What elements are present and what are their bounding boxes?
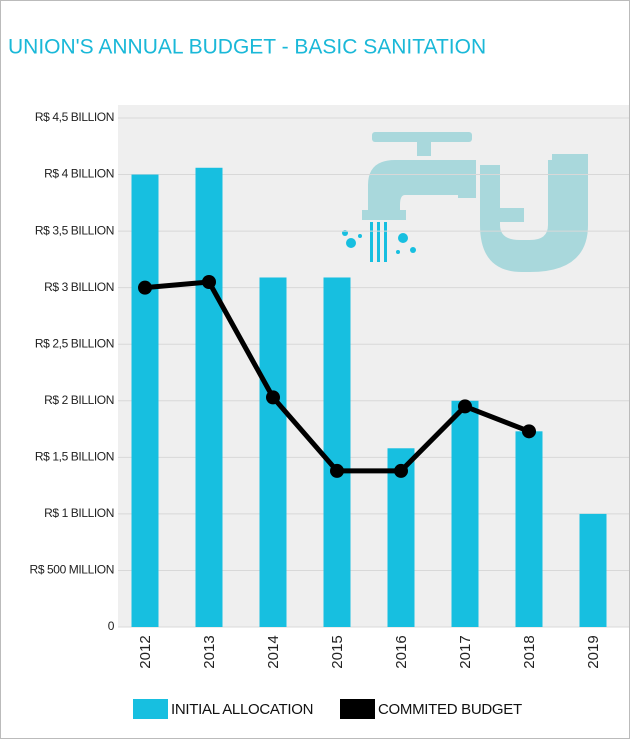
x-tick-label: 2018 [521,635,538,668]
legend-swatch [340,699,375,719]
line-point [266,390,280,404]
y-tick-label: R$ 1 BILLION [44,506,114,520]
x-tick-label: 2013 [201,635,218,668]
y-tick-label: 0 [108,619,115,633]
line-point [330,464,344,478]
y-tick-label: R$ 4 BILLION [44,167,114,181]
y-tick-label: R$ 1,5 BILLION [35,450,114,464]
legend-swatch [133,699,168,719]
x-tick-label: 2015 [329,635,346,668]
legend-label: COMMITED BUDGET [378,701,522,718]
line-point [138,281,152,295]
bar [196,168,223,627]
bar [324,277,351,627]
x-tick-label: 2014 [265,635,282,668]
x-tick-label: 2012 [137,635,154,668]
chart: UNION'S ANNUAL BUDGET - BASIC SANITATION… [0,0,630,739]
bar [516,431,543,627]
x-tick-label: 2019 [585,635,602,668]
chart-title: UNION'S ANNUAL BUDGET - BASIC SANITATION [8,36,486,59]
line-point [522,424,536,438]
y-tick-label: R$ 4,5 BILLION [35,110,114,124]
x-tick-label: 2016 [393,635,410,668]
x-tick-label: 2017 [457,635,474,668]
legend-label: INITIAL ALLOCATION [171,701,313,718]
bar [452,401,479,627]
line-point [458,399,472,413]
y-tick-label: R$ 500 MILLION [30,563,114,577]
bar [580,514,607,627]
line-point [394,464,408,478]
y-tick-label: R$ 2 BILLION [44,393,114,407]
bar [132,175,159,627]
y-tick-label: R$ 3 BILLION [44,280,114,294]
line-point [202,275,216,289]
y-tick-label: R$ 2,5 BILLION [35,336,114,350]
y-tick-label: R$ 3,5 BILLION [35,223,114,237]
bar [260,277,287,627]
